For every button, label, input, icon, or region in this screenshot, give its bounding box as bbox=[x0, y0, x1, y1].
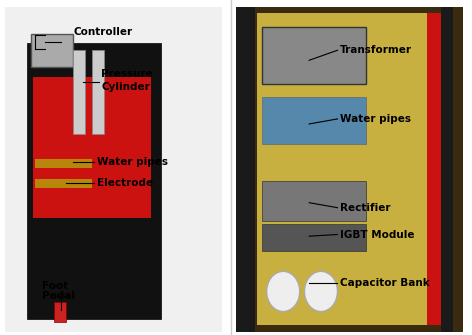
Bar bbox=[33, 77, 151, 218]
Ellipse shape bbox=[304, 271, 337, 312]
Ellipse shape bbox=[267, 271, 300, 312]
Text: Rectifier: Rectifier bbox=[340, 203, 390, 213]
Bar bbox=[31, 34, 73, 67]
Bar bbox=[5, 7, 222, 332]
Bar bbox=[28, 44, 160, 318]
Text: Pressure: Pressure bbox=[101, 69, 153, 79]
Text: Electrode: Electrode bbox=[97, 178, 153, 188]
Bar bbox=[262, 224, 366, 251]
Bar bbox=[73, 50, 85, 134]
Text: Foot: Foot bbox=[42, 281, 69, 291]
Bar bbox=[257, 13, 439, 325]
Bar bbox=[262, 27, 366, 84]
Text: Water pipes: Water pipes bbox=[97, 157, 168, 168]
Text: Pedal: Pedal bbox=[42, 291, 76, 302]
Text: IGBT Module: IGBT Module bbox=[340, 229, 414, 240]
Bar bbox=[262, 181, 366, 221]
Text: Capacitor Bank: Capacitor Bank bbox=[340, 278, 430, 288]
Bar bbox=[35, 179, 92, 188]
Bar bbox=[262, 97, 366, 144]
Bar bbox=[236, 7, 463, 332]
Bar bbox=[427, 13, 441, 325]
Text: Water pipes: Water pipes bbox=[340, 114, 411, 124]
Text: Controller: Controller bbox=[73, 27, 132, 37]
Bar bbox=[92, 50, 104, 134]
Text: Cylinder: Cylinder bbox=[101, 82, 150, 92]
Text: Transformer: Transformer bbox=[340, 45, 412, 55]
Bar bbox=[35, 159, 92, 168]
Bar bbox=[236, 7, 255, 332]
Bar bbox=[54, 302, 66, 322]
Bar bbox=[441, 7, 453, 332]
